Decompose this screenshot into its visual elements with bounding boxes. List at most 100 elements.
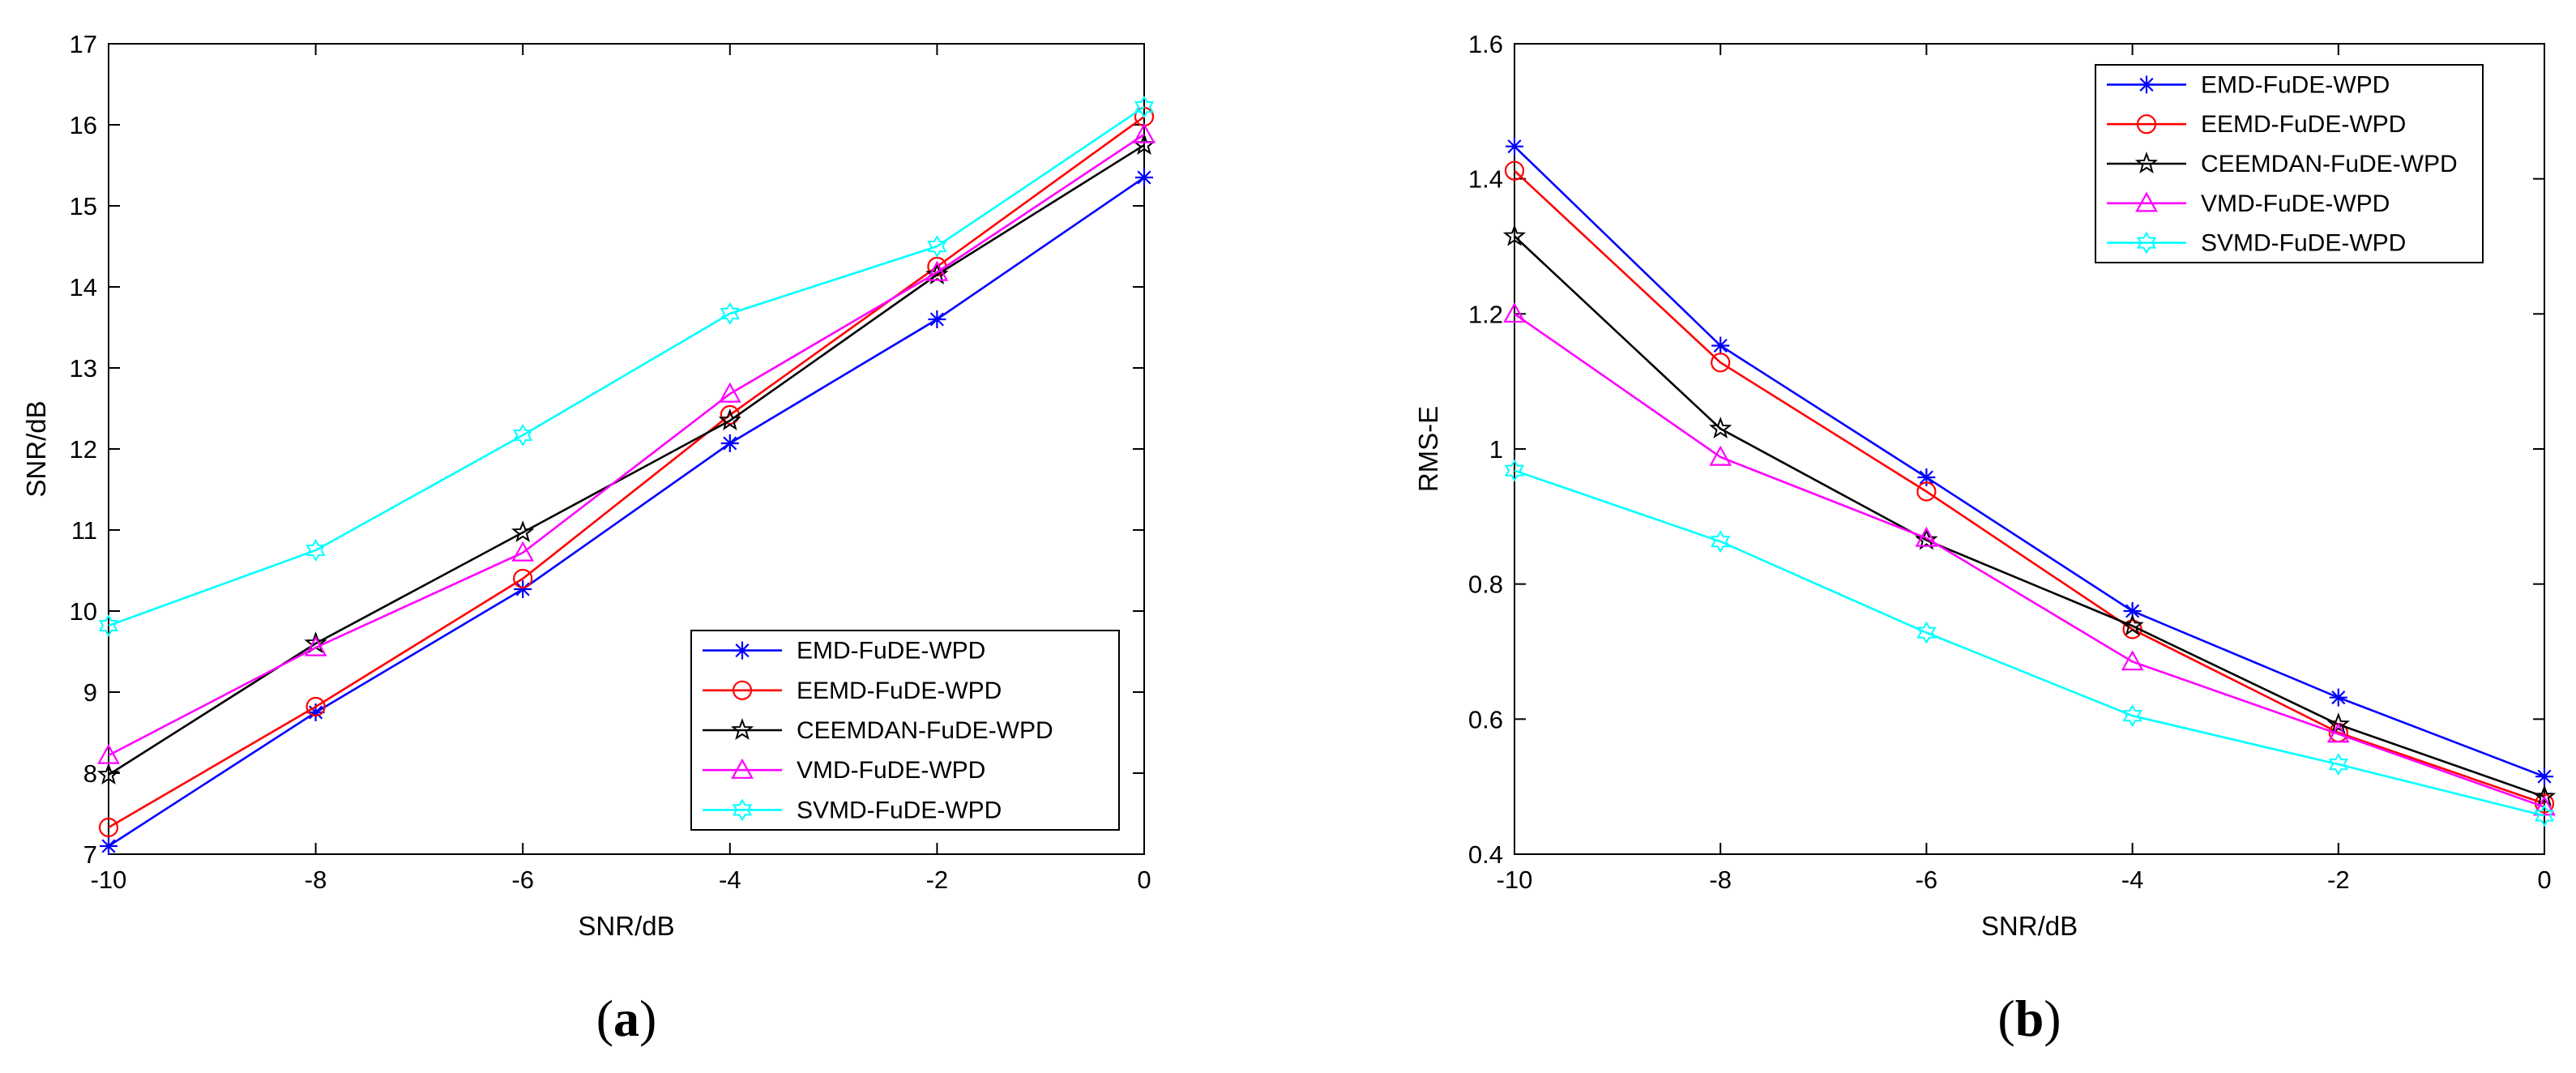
legend-item-svmd-fude-wpd: SVMD-FuDE-WPD [703, 797, 1002, 823]
panel-caption: (b) [1997, 990, 2061, 1047]
series-line-ceemdan-fude-wpd [1514, 235, 2545, 798]
data-point-eemd-fude-wpd [1711, 353, 1731, 373]
data-point-svmd-fude-wpd [513, 424, 533, 447]
data-point-vmd-fude-wpd [1133, 122, 1156, 143]
legend-item-emd-fude-wpd: EMD-FuDE-WPD [2107, 71, 2390, 98]
data-point-emd-fude-wpd [2535, 767, 2553, 786]
y-tick-label: 7 [83, 840, 97, 869]
x-tick-label: -10 [1497, 866, 1533, 894]
legend-label: EEMD-FuDE-WPD [797, 678, 1002, 704]
y-tick-label: 11 [71, 516, 97, 545]
data-point-emd-fude-wpd [100, 837, 117, 855]
legend-label: CEEMDAN-FuDE-WPD [2201, 151, 2458, 177]
data-point-eemd-fude-wpd [1916, 481, 1937, 502]
panel-caption: (a) [596, 990, 657, 1047]
series-line-emd-fude-wpd [1514, 145, 2545, 778]
data-point-ceemdan-fude-wpd [1709, 417, 1732, 439]
data-point-ceemdan-fude-wpd [2121, 613, 2144, 636]
x-tick-label: -6 [1916, 866, 1938, 894]
chart-panel-b: -10 -8 -6 -4 -2 0 0.4 0.6 0.8 1 1.2 1.4 1.6 SNR/dB RMS… [1413, 30, 2557, 1047]
legend-marker [733, 641, 751, 660]
y-tick-label: 9 [83, 678, 97, 707]
x-axis-label: SNR/dB [578, 911, 674, 941]
data-point-emd-fude-wpd [2329, 688, 2347, 707]
legend-item-emd-fude-wpd: EMD-FuDE-WPD [703, 638, 985, 665]
legend: EMD-FuDE-WPD EEMD-FuDE-WPD CEEMDAN-FuDE-WP… [690, 630, 1120, 831]
legend: EMD-FuDE-WPD EEMD-FuDE-WPD CEEMDAN-FuDE-WP… [2095, 64, 2484, 263]
series-line-svmd-fude-wpd [108, 105, 1145, 627]
caption-letter: a [613, 990, 639, 1047]
data-point-svmd-fude-wpd [2122, 704, 2142, 728]
series-emd-fude-wpd [100, 169, 1153, 855]
y-tick-label: 8 [83, 759, 97, 788]
series-line-eemd-fude-wpd [108, 115, 1145, 829]
data-point-ceemdan-fude-wpd [1502, 224, 1527, 246]
data-point-svmd-fude-wpd [2328, 753, 2348, 776]
y-axis-label: RMS-E [1413, 406, 1443, 492]
legend-marker [2138, 75, 2155, 94]
legend-label: CEEMDAN-FuDE-WPD [797, 717, 1053, 744]
series-svmd-fude-wpd [98, 96, 1155, 637]
legend-marker [2136, 114, 2157, 135]
legend-item-eemd-fude-wpd: EEMD-FuDE-WPD [703, 678, 1002, 704]
chart-panel-a: -10 -8 -6 -4 -2 0 7 8 9 10 11 12 13 14 15 16 17 SNR/dB SNR… [21, 30, 1156, 1047]
caption-letter: b [2015, 990, 2044, 1047]
series-vmd-fude-wpd [97, 122, 1156, 764]
data-point-ceemdan-fude-wpd [2532, 784, 2557, 807]
caption-open: ( [1997, 990, 2014, 1047]
legend-marker [732, 798, 753, 822]
series-line-svmd-fude-wpd [1514, 469, 2545, 817]
data-point-vmd-fude-wpd [2326, 722, 2350, 743]
legend-item-svmd-fude-wpd: SVMD-FuDE-WPD [2107, 230, 2406, 257]
data-point-ceemdan-fude-wpd [1915, 528, 1938, 550]
legend-item-ceemdan-fude-wpd: CEEMDAN-FuDE-WPD [2107, 151, 2458, 177]
legend-item-ceemdan-fude-wpd: CEEMDAN-FuDE-WPD [703, 717, 1053, 744]
legend-item-vmd-fude-wpd: VMD-FuDE-WPD [2107, 190, 2390, 217]
data-point-svmd-fude-wpd [2534, 804, 2555, 827]
legend-marker [2136, 231, 2157, 254]
x-tick-label: -8 [1709, 866, 1732, 894]
series-line-vmd-fude-wpd [1514, 313, 2545, 808]
y-tick-label: 0.4 [1468, 840, 1503, 869]
data-point-emd-fude-wpd [306, 703, 325, 721]
y-tick-label: 0.8 [1468, 571, 1503, 599]
x-tick-label: -6 [511, 866, 534, 894]
legend-label: SVMD-FuDE-WPD [797, 797, 1002, 823]
legend-label: SVMD-FuDE-WPD [2201, 230, 2406, 257]
data-point-emd-fude-wpd [1917, 468, 1936, 486]
series-emd-fude-wpd [1506, 137, 2553, 786]
data-point-svmd-fude-wpd [1711, 530, 1731, 554]
series-line-vmd-fude-wpd [108, 133, 1145, 757]
legend-marker [731, 758, 754, 779]
series-line-emd-fude-wpd [108, 176, 1145, 848]
x-tick-label: 0 [2537, 866, 2551, 894]
y-tick-label: 17 [70, 30, 97, 58]
data-point-ceemdan-fude-wpd [511, 520, 535, 543]
data-point-eemd-fude-wpd [513, 568, 533, 589]
caption-open: ( [596, 990, 613, 1047]
data-point-vmd-fude-wpd [2121, 650, 2144, 671]
y-tick-label: 12 [70, 435, 97, 464]
legend-label: EEMD-FuDE-WPD [2201, 111, 2406, 138]
data-point-eemd-fude-wpd [98, 817, 119, 838]
y-tick-label: 0.6 [1468, 705, 1503, 733]
x-axis-label: SNR/dB [1981, 911, 2078, 941]
data-point-svmd-fude-wpd [98, 614, 119, 637]
data-point-ceemdan-fude-wpd [925, 263, 949, 285]
data-point-svmd-fude-wpd [305, 539, 326, 562]
data-point-vmd-fude-wpd [511, 541, 535, 562]
data-point-emd-fude-wpd [1506, 137, 1523, 156]
data-point-eemd-fude-wpd [1504, 160, 1525, 181]
data-point-svmd-fude-wpd [720, 302, 740, 325]
data-point-vmd-fude-wpd [304, 635, 327, 656]
data-point-svmd-fude-wpd [1134, 96, 1155, 118]
legend-marker [730, 718, 754, 741]
series-line-eemd-fude-wpd [1514, 169, 2545, 805]
series-ceemdan-fude-wpd [1502, 224, 2557, 807]
data-point-vmd-fude-wpd [1503, 302, 1526, 323]
data-point-svmd-fude-wpd [1916, 621, 1937, 644]
x-tick-label: -2 [926, 866, 949, 894]
series-svmd-fude-wpd [1504, 459, 2555, 827]
legend-label: VMD-FuDE-WPD [2201, 190, 2390, 217]
